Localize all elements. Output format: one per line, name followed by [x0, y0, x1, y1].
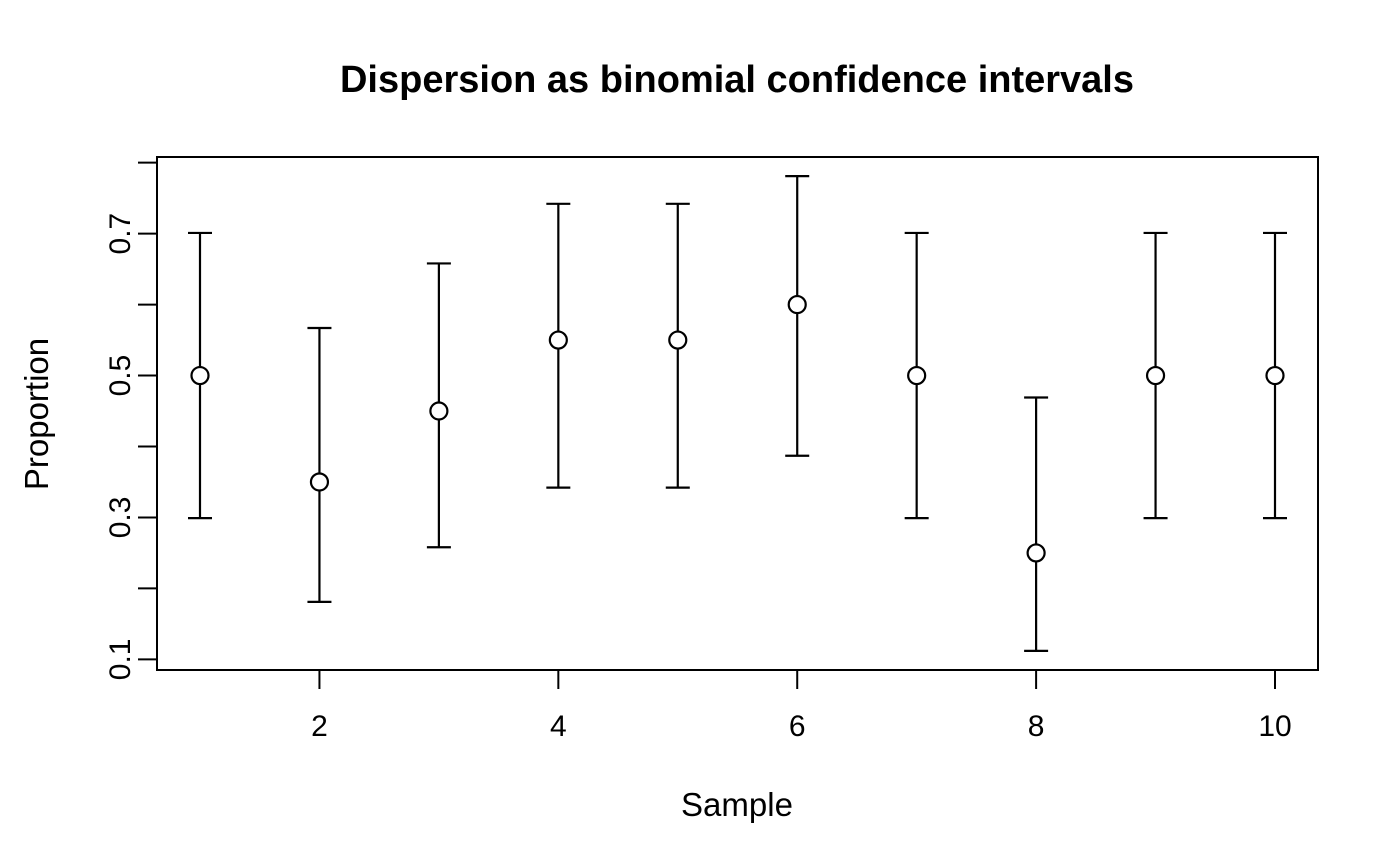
y-axis-label: Proportion — [18, 338, 55, 490]
x-tick-label: 4 — [550, 710, 567, 743]
error-bar-sample-7 — [904, 231, 929, 520]
error-bar-sample-4 — [546, 202, 571, 489]
error-bar-series — [188, 175, 1287, 652]
chart-title: Dispersion as binomial confidence interv… — [340, 59, 1134, 101]
error-bar-sample-2 — [307, 326, 332, 603]
error-bar-sample-5 — [665, 202, 690, 489]
error-bar-sample-10 — [1263, 231, 1287, 520]
proportion-point-marker — [907, 365, 927, 386]
y-tick-label: 0.5 — [104, 355, 137, 397]
x-axis-label: Sample — [681, 786, 793, 823]
x-tick-label: 8 — [1028, 710, 1045, 743]
error-bar-sample-9 — [1143, 231, 1168, 520]
proportion-point-marker — [548, 330, 568, 350]
x-tick-label: 2 — [311, 710, 328, 743]
y-axis-ticks: 0.1 0.3 0.5 0.7 — [104, 161, 157, 680]
y-tick-label: 0.1 — [104, 638, 137, 680]
proportion-point-marker — [1026, 543, 1046, 563]
proportion-point-marker — [1145, 365, 1166, 386]
error-bar-sample-3 — [426, 262, 451, 549]
x-axis-ticks: 2 4 6 8 10 — [311, 670, 1292, 743]
error-bar-sample-6 — [785, 175, 810, 457]
proportion-point-marker — [309, 472, 330, 492]
proportion-point-marker — [429, 401, 449, 421]
proportion-point-marker — [1265, 365, 1285, 386]
y-tick-label: 0.7 — [104, 213, 137, 255]
proportion-point-marker — [787, 294, 807, 315]
error-bar-sample-1 — [188, 231, 212, 520]
x-tick-label: 6 — [789, 710, 806, 743]
proportion-point-marker — [668, 330, 688, 350]
plot-border — [156, 156, 1319, 671]
error-bar-sample-8 — [1024, 396, 1049, 652]
proportion-point-marker — [190, 365, 210, 386]
y-tick-label: 0.3 — [104, 497, 137, 539]
x-tick-label: 10 — [1258, 710, 1291, 743]
